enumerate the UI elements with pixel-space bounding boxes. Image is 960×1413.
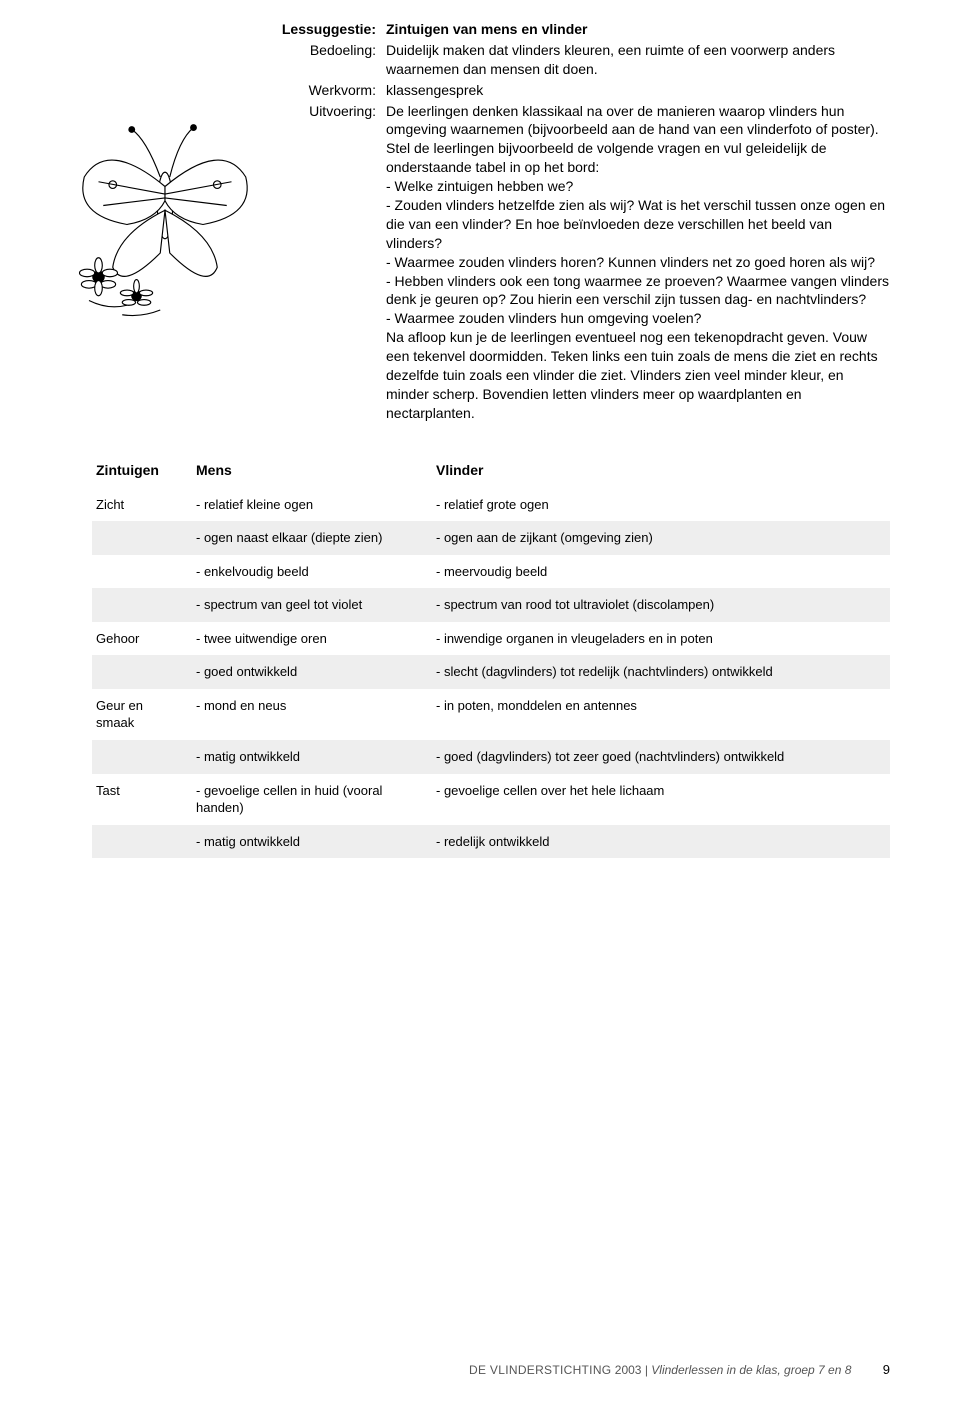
table-cell-vlinder: - inwendige organen in vleugeladers en i… [432, 622, 890, 656]
table-cell-vlinder: - meervoudig beeld [432, 555, 890, 589]
table-cell-vlinder: - slecht (dagvlinders) tot redelijk (nac… [432, 655, 890, 689]
table-body: Zicht- relatief kleine ogen- relatief gr… [92, 488, 890, 859]
row-bedoeling: Bedoeling: Duidelijk maken dat vlinders … [278, 41, 890, 79]
table-cell-sense: Zicht [92, 488, 192, 522]
page-content: Lessuggestie: Zintuigen van mens en vlin… [0, 0, 960, 898]
header-vlinder: Vlinder [432, 453, 890, 488]
table-cell-sense: Gehoor [92, 622, 192, 656]
table-cell-vlinder: - goed (dagvlinders) tot zeer goed (nach… [432, 740, 890, 774]
senses-table: Zintuigen Mens Vlinder Zicht- relatief k… [92, 453, 890, 858]
table-row: - enkelvoudig beeld- meervoudig beeld [92, 555, 890, 589]
table-row: - matig ontwikkeld- redelijk ontwikkeld [92, 825, 890, 859]
table-cell-sense [92, 555, 192, 589]
table-cell-sense [92, 521, 192, 555]
footer-year: 2003 [615, 1363, 642, 1377]
table-cell-sense [92, 740, 192, 774]
table-cell-vlinder: - relatief grote ogen [432, 488, 890, 522]
table-cell-sense: Tast [92, 774, 192, 825]
table-cell-mens: - gevoelige cellen in huid (vooral hande… [192, 774, 432, 825]
value-uitvoering: De leerlingen denken klassikaal na over … [386, 102, 890, 423]
table-cell-mens: - mond en neus [192, 689, 432, 740]
label-uitvoering: Uitvoering: [278, 102, 386, 423]
table-cell-mens: - spectrum van geel tot violet [192, 588, 432, 622]
table-cell-vlinder: - spectrum van rood tot ultraviolet (dis… [432, 588, 890, 622]
table-cell-sense [92, 655, 192, 689]
table-cell-vlinder: - redelijk ontwikkeld [432, 825, 890, 859]
table-cell-mens: - enkelvoudig beeld [192, 555, 432, 589]
footer-separator: | [645, 1363, 648, 1377]
page-footer: DE VLINDERSTICHTING 2003 | Vlinderlessen… [469, 1362, 890, 1377]
table-header-row: Zintuigen Mens Vlinder [92, 453, 890, 488]
table-cell-sense [92, 825, 192, 859]
table-row: - goed ontwikkeld- slecht (dagvlinders) … [92, 655, 890, 689]
label-werkvorm: Werkvorm: [278, 81, 386, 100]
table-cell-vlinder: - gevoelige cellen over het hele lichaam [432, 774, 890, 825]
table-row: Gehoor- twee uitwendige oren- inwendige … [92, 622, 890, 656]
table-cell-vlinder: - in poten, monddelen en antennes [432, 689, 890, 740]
footer-org: DE VLINDERSTICHTING [469, 1363, 611, 1377]
label-lessuggestie: Lessuggestie: [278, 20, 386, 39]
table-row: - ogen naast elkaar (diepte zien)- ogen … [92, 521, 890, 555]
table-row: Tast- gevoelige cellen in huid (vooral h… [92, 774, 890, 825]
value-lessuggestie: Zintuigen van mens en vlinder [386, 20, 890, 39]
table-cell-mens: - ogen naast elkaar (diepte zien) [192, 521, 432, 555]
footer-doc-title: Vlinderlessen in de klas, groep 7 en 8 [651, 1363, 851, 1377]
lesson-info: Lessuggestie: Zintuigen van mens en vlin… [278, 20, 890, 425]
table-cell-mens: - matig ontwikkeld [192, 825, 432, 859]
row-lessuggestie: Lessuggestie: Zintuigen van mens en vlin… [278, 20, 890, 39]
value-werkvorm: klassengesprek [386, 81, 890, 100]
label-bedoeling: Bedoeling: [278, 41, 386, 79]
header-zintuigen: Zintuigen [92, 453, 192, 488]
table-row: Zicht- relatief kleine ogen- relatief gr… [92, 488, 890, 522]
footer-page-number: 9 [883, 1362, 890, 1377]
table-row: - spectrum van geel tot violet- spectrum… [92, 588, 890, 622]
table-cell-sense [92, 588, 192, 622]
table-cell-vlinder: - ogen aan de zijkant (omgeving zien) [432, 521, 890, 555]
row-uitvoering: Uitvoering: De leerlingen denken klassik… [278, 102, 890, 423]
header-mens: Mens [192, 453, 432, 488]
butterfly-illustration [70, 20, 260, 425]
lesson-block: Lessuggestie: Zintuigen van mens en vlin… [70, 20, 890, 425]
table-row: Geur en smaak- mond en neus- in poten, m… [92, 689, 890, 740]
table-cell-sense: Geur en smaak [92, 689, 192, 740]
table-cell-mens: - relatief kleine ogen [192, 488, 432, 522]
value-bedoeling: Duidelijk maken dat vlinders kleuren, ee… [386, 41, 890, 79]
row-werkvorm: Werkvorm: klassengesprek [278, 81, 890, 100]
table-cell-mens: - twee uitwendige oren [192, 622, 432, 656]
table-cell-mens: - matig ontwikkeld [192, 740, 432, 774]
butterfly-icon [70, 110, 260, 320]
table-row: - matig ontwikkeld- goed (dagvlinders) t… [92, 740, 890, 774]
table-cell-mens: - goed ontwikkeld [192, 655, 432, 689]
